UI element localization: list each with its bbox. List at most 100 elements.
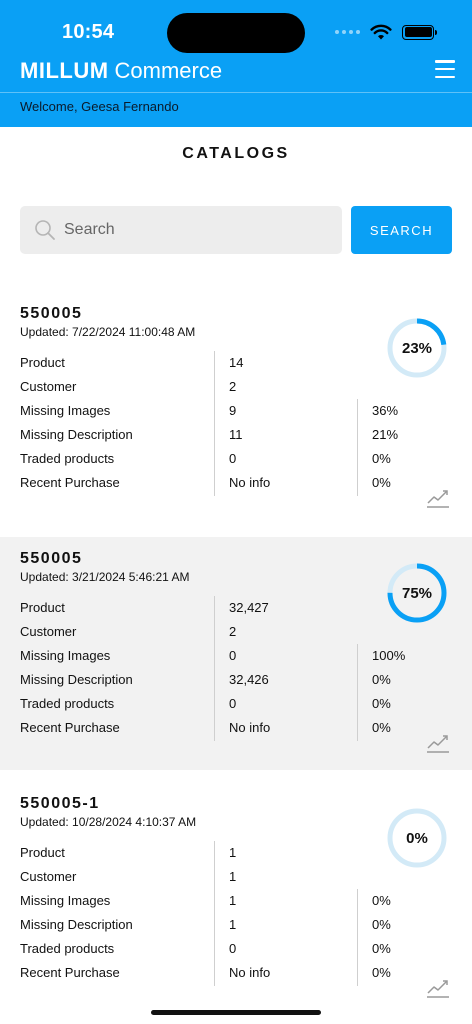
dynamic-island: [167, 13, 305, 53]
row-label: Product: [20, 600, 65, 615]
brand-subtitle: Commerce: [114, 58, 223, 83]
column-divider: [357, 889, 358, 986]
catalog-row: Customer 1: [0, 865, 472, 889]
trend-chart-icon[interactable]: [426, 978, 450, 998]
row-value: No info: [229, 720, 271, 735]
app-header: 10:54 MILLUM Commerce Welcome, Geesa Fer…: [0, 0, 472, 127]
battery-icon: [402, 24, 437, 40]
row-percent: 100%: [372, 648, 406, 663]
row-value: 9: [229, 403, 237, 418]
row-value: 1: [229, 845, 237, 860]
row-label: Traded products: [20, 696, 115, 711]
row-label: Missing Images: [20, 648, 111, 663]
row-percent: 0%: [372, 965, 391, 980]
row-percent: 0%: [372, 893, 391, 908]
row-label: Customer: [20, 869, 77, 884]
catalog-row: Recent Purchase No info 0%: [0, 716, 472, 740]
hamburger-icon[interactable]: [435, 59, 455, 79]
catalog-row: Missing Description 11 21%: [0, 423, 472, 447]
trend-chart-icon[interactable]: [426, 733, 450, 753]
row-label: Missing Description: [20, 917, 133, 932]
row-label: Customer: [20, 379, 77, 394]
row-value: 1: [229, 869, 237, 884]
catalog-card[interactable]: 550005 Updated: 3/21/2024 5:46:21 AM Produ…: [0, 537, 472, 770]
row-label: Missing Images: [20, 893, 111, 908]
row-percent: 0%: [372, 917, 391, 932]
search-box[interactable]: [20, 206, 342, 254]
catalog-id: 550005: [20, 550, 83, 567]
row-value: 0: [229, 696, 237, 711]
row-percent: 21%: [372, 427, 399, 442]
catalog-row: Product 1: [0, 841, 472, 865]
row-label: Missing Description: [20, 427, 133, 442]
row-label: Product: [20, 355, 65, 370]
row-label: Product: [20, 845, 65, 860]
signal-icon: [335, 30, 360, 34]
search-input[interactable]: [64, 221, 314, 239]
row-value: 0: [229, 451, 237, 466]
row-value: No info: [229, 475, 271, 490]
home-indicator[interactable]: [151, 1010, 321, 1015]
row-value: 11: [229, 427, 243, 442]
search-button[interactable]: SEARCH: [351, 206, 452, 254]
wifi-icon: [370, 24, 392, 40]
progress-ring: [387, 563, 447, 623]
catalog-updated: Updated: 3/21/2024 5:46:21 AM: [20, 570, 190, 584]
column-divider: [214, 596, 215, 741]
row-value: 0: [229, 648, 237, 663]
row-value: 2: [229, 624, 237, 639]
progress-label: 0%: [406, 829, 428, 847]
catalog-row: Traded products 0 0%: [0, 692, 472, 716]
brand-name: MILLUM: [20, 58, 109, 83]
row-percent: 0%: [372, 696, 391, 711]
column-divider: [214, 841, 215, 986]
progress-label: 75%: [401, 584, 433, 602]
row-value: 32,427: [229, 600, 269, 615]
row-value: 32,426: [229, 672, 269, 687]
catalog-row: Traded products 0 0%: [0, 937, 472, 961]
row-label: Missing Description: [20, 672, 133, 687]
catalog-row: Missing Images 0 100%: [0, 644, 472, 668]
catalog-updated: Updated: 10/28/2024 4:10:37 AM: [20, 815, 197, 829]
column-divider: [357, 644, 358, 741]
row-value: 2: [229, 379, 237, 394]
row-value: No info: [229, 965, 271, 980]
catalog-id: 550005: [20, 305, 83, 322]
row-percent: 36%: [372, 403, 399, 418]
catalog-card[interactable]: 550005-1 Updated: 10/28/2024 4:10:37 AM Pr…: [0, 782, 472, 1015]
row-percent: 0%: [372, 475, 391, 490]
catalog-row: Missing Images 1 0%: [0, 889, 472, 913]
row-label: Traded products: [20, 451, 115, 466]
catalog-row: Missing Description 32,426 0%: [0, 668, 472, 692]
brand-logo[interactable]: MILLUM Commerce: [20, 58, 222, 84]
page-title: CATALOGS: [182, 145, 290, 162]
welcome-text: Welcome, Geesa Fernando: [20, 99, 179, 114]
column-divider: [357, 399, 358, 496]
row-value: 1: [229, 893, 237, 908]
row-label: Recent Purchase: [20, 720, 120, 735]
row-percent: 0%: [372, 672, 391, 687]
catalog-row: Customer 2: [0, 375, 472, 399]
status-icons: [335, 24, 437, 40]
catalog-row: Product 14: [0, 351, 472, 375]
row-value: 1: [229, 917, 237, 932]
catalog-row: Product 32,427: [0, 596, 472, 620]
catalog-row: Missing Images 9 36%: [0, 399, 472, 423]
row-percent: 0%: [372, 941, 391, 956]
progress-label: 23%: [401, 339, 433, 357]
row-value: 14: [229, 355, 244, 370]
status-time: 10:54: [62, 21, 115, 43]
catalog-row: Missing Description 1 0%: [0, 913, 472, 937]
progress-ring: [387, 808, 447, 868]
catalog-card[interactable]: 550005 Updated: 7/22/2024 11:00:48 AM Prod…: [0, 292, 472, 525]
search-icon: [35, 220, 55, 240]
trend-chart-icon[interactable]: [426, 488, 450, 508]
row-label: Traded products: [20, 941, 115, 956]
progress-ring: [387, 318, 447, 378]
catalog-updated: Updated: 7/22/2024 11:00:48 AM: [20, 325, 196, 339]
row-value: 0: [229, 941, 237, 956]
row-label: Recent Purchase: [20, 965, 120, 980]
row-label: Missing Images: [20, 403, 111, 418]
catalog-row: Customer 2: [0, 620, 472, 644]
row-percent: 0%: [372, 451, 391, 466]
